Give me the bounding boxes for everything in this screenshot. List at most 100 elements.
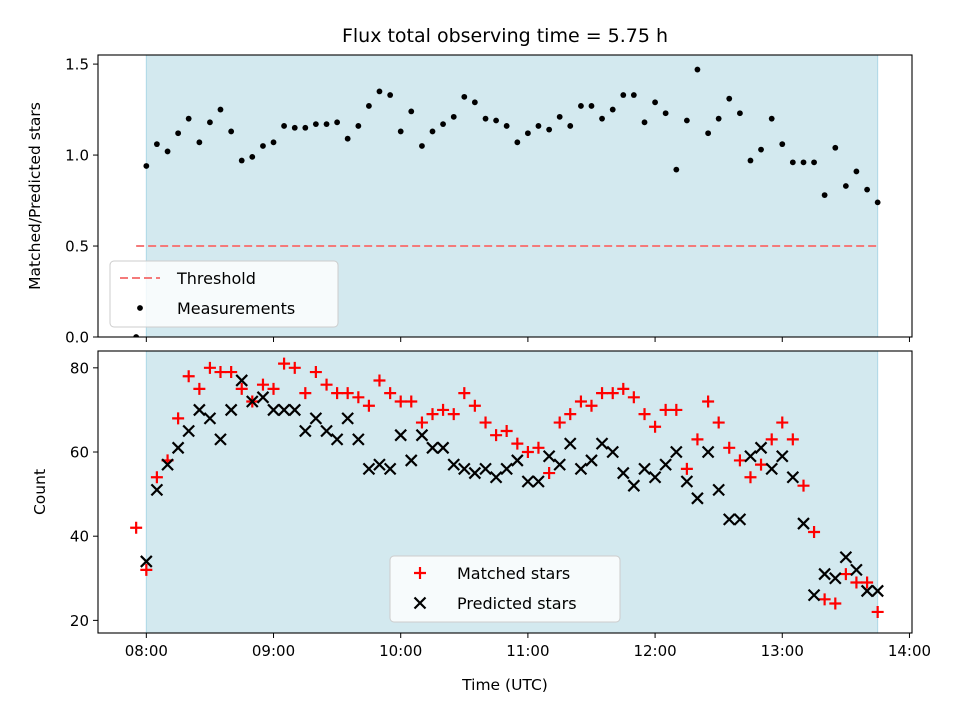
- matched-stars-point: [130, 521, 143, 534]
- matched-stars-point: [744, 471, 757, 484]
- matched-stars-point: [829, 597, 842, 610]
- y-tick-label: 0.0: [65, 329, 89, 347]
- x-axis-label: Time (UTC): [461, 676, 548, 694]
- measurements-point: [789, 159, 796, 166]
- predicted-stars-point: [722, 513, 736, 526]
- predicted-stars-point: [542, 449, 556, 463]
- x-tick-label: 08:00: [125, 642, 168, 660]
- measurements-point: [705, 130, 712, 137]
- measurements-point: [779, 141, 786, 148]
- y-tick-label: 80: [70, 359, 89, 377]
- predicted-stars-point: [161, 458, 174, 471]
- measurements-point: [440, 121, 446, 128]
- measurements-point: [366, 103, 372, 109]
- predicted-stars-point: [330, 433, 344, 446]
- predicted-stars-point: [150, 483, 164, 497]
- matched-stars-point: [638, 408, 651, 421]
- measurements-point: [811, 159, 817, 166]
- measurements-point: [609, 106, 616, 113]
- x-tick-label: 13:00: [761, 642, 804, 660]
- matched-stars-point: [553, 416, 566, 429]
- measurements-point: [291, 124, 298, 131]
- measurements-point: [302, 124, 309, 131]
- measurements-point: [524, 130, 531, 137]
- matched-stars-point: [606, 387, 619, 400]
- measurements-point: [768, 115, 775, 122]
- predicted-stars-point: [585, 454, 598, 467]
- matched-stars-point: [373, 374, 386, 387]
- matched-stars-point: [702, 395, 715, 408]
- measurements-point: [355, 123, 362, 129]
- matched-stars-point: [649, 420, 662, 433]
- matched-stars-point: [659, 403, 672, 416]
- predicted-stars-point: [500, 462, 513, 476]
- matched-stars-point: [278, 357, 291, 370]
- measurements-point: [514, 139, 521, 146]
- x-tick-label: 10:00: [379, 642, 422, 660]
- measurements-point: [832, 144, 839, 151]
- predicted-stars-point: [309, 412, 323, 425]
- x-tick-label: 09:00: [252, 642, 295, 660]
- predicted-stars-point: [595, 437, 609, 450]
- predicted-stars-point: [224, 403, 238, 417]
- measurements-point: [842, 183, 849, 189]
- measurements-point: [270, 139, 277, 146]
- y-tick-label: 1.5: [65, 56, 89, 74]
- measurements-point: [556, 113, 563, 120]
- measurements-point: [874, 199, 881, 206]
- data-layer: [130, 357, 884, 618]
- measurements-point: [652, 99, 658, 106]
- measurements-point: [334, 119, 341, 126]
- matched-stars-series: [130, 357, 884, 618]
- measurements-point: [641, 119, 648, 126]
- chart-title: Flux total observing time = 5.75 h: [342, 25, 668, 47]
- measurements-point: [493, 117, 499, 124]
- predicted-stars-point: [553, 458, 566, 471]
- legend-label: Threshold: [176, 269, 256, 288]
- measurements-point: [737, 110, 743, 117]
- matched-stars-point: [808, 525, 821, 538]
- measurements-point: [419, 143, 425, 149]
- matched-stars-point: [564, 408, 577, 421]
- matched-stars-point: [320, 378, 333, 391]
- measurements-point: [694, 66, 701, 73]
- predicted-stars-point: [468, 466, 482, 480]
- predicted-stars-point: [532, 475, 545, 488]
- measurements-point: [747, 157, 754, 164]
- predicted-stars-point: [775, 449, 789, 463]
- matched-stars-point: [214, 366, 227, 379]
- count-panel: 08:00 09:00 10:00 11:00 12:00 13:00 14:00 20 40 6…: [31, 350, 931, 660]
- legend-label: Matched stars: [457, 564, 570, 583]
- matched-stars-point: [458, 387, 471, 400]
- measurements-point: [376, 88, 383, 95]
- measurements-point: [673, 166, 680, 173]
- matched-stars-point: [776, 416, 789, 429]
- matched-stars-point: [585, 399, 598, 412]
- predicted-stars-point: [797, 517, 810, 530]
- matched-stars-point: [511, 437, 524, 450]
- measurements-point: [821, 192, 828, 198]
- matched-stars-point: [193, 382, 206, 395]
- matched-stars-point: [288, 361, 301, 374]
- matched-stars-point: [850, 576, 863, 589]
- measurements-point: [503, 123, 510, 129]
- matched-stars-point: [680, 462, 693, 475]
- matched-stars-point: [818, 593, 831, 606]
- predicted-stars-point: [563, 437, 577, 450]
- predicted-stars-point: [299, 424, 312, 438]
- measurements-point: [153, 141, 160, 148]
- legend: Threshold Measurements: [109, 260, 339, 328]
- predicted-stars-point: [235, 374, 248, 387]
- x-tick-label: 11:00: [506, 642, 549, 660]
- predicted-stars-point: [648, 470, 662, 484]
- predicted-stars-point: [712, 483, 725, 497]
- measurements-point: [450, 113, 457, 120]
- y-axis-label: Count: [31, 469, 49, 515]
- matched-stars-point: [267, 382, 280, 395]
- matched-stars-point: [140, 563, 153, 576]
- legend: Matched stars Predicted stars: [389, 555, 621, 623]
- predicted-stars-point: [479, 462, 492, 476]
- predicted-stars-point: [246, 395, 259, 408]
- matched-stars-point: [426, 408, 439, 421]
- y-tick-label: 40: [70, 528, 89, 546]
